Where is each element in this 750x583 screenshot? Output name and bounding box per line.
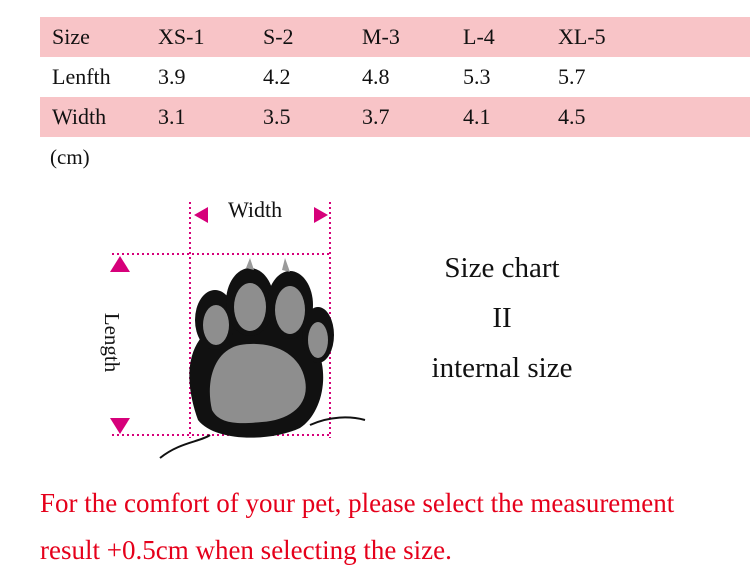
unit-label: (cm) bbox=[50, 145, 90, 169]
cell: 4.1 bbox=[463, 104, 491, 129]
cell: XS-1 bbox=[158, 24, 205, 49]
cell: L-4 bbox=[463, 24, 495, 49]
cell: S-2 bbox=[263, 24, 294, 49]
row-band bbox=[40, 97, 750, 137]
cell: 5.7 bbox=[558, 64, 586, 89]
cell: 3.9 bbox=[158, 64, 186, 89]
row-label: Size bbox=[52, 24, 90, 49]
cell: 5.3 bbox=[463, 64, 491, 89]
side-line: Size chart bbox=[444, 252, 560, 284]
note-line: result +0.5cm when selecting the size. bbox=[40, 535, 452, 565]
side-line: II bbox=[492, 302, 512, 334]
cell: 3.7 bbox=[362, 104, 390, 129]
cell: 4.2 bbox=[263, 64, 291, 89]
length-label: Length bbox=[100, 312, 125, 373]
cell: 4.8 bbox=[362, 64, 390, 89]
cell: 3.1 bbox=[158, 104, 186, 129]
cell: XL-5 bbox=[558, 24, 606, 49]
width-label: Width bbox=[228, 197, 283, 222]
cell: 3.5 bbox=[263, 104, 291, 129]
cell: 4.5 bbox=[558, 104, 586, 129]
row-band bbox=[40, 17, 750, 57]
paw-diagram bbox=[110, 202, 366, 459]
row-label: Width bbox=[52, 104, 107, 129]
side-line: internal size bbox=[431, 352, 573, 384]
cell: M-3 bbox=[362, 24, 400, 49]
row-label: Lenfth bbox=[52, 64, 111, 89]
note-line: For the comfort of your pet, please sele… bbox=[40, 488, 675, 518]
